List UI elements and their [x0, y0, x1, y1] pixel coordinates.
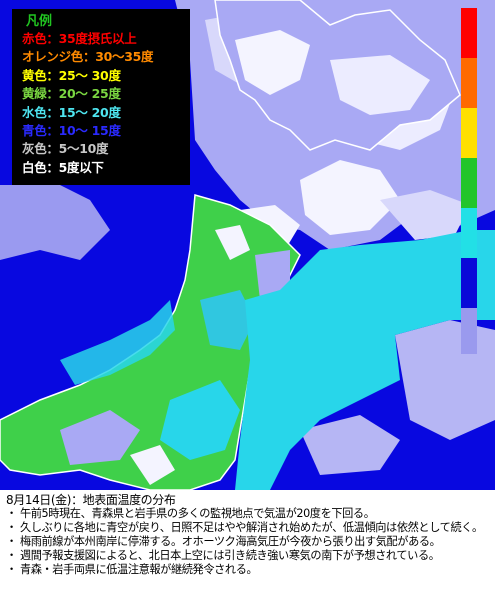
pacific-warm-water: [235, 230, 495, 490]
caption-title: 8月14日(金)：地表面温度の分布: [6, 493, 176, 507]
caption-line: ・ 週間予報支援図によると、北日本上空には引き続き強い寒気の南下が予想されている…: [6, 549, 440, 562]
legend-title: 凡例: [26, 14, 53, 29]
scale-segment-yellow: [461, 108, 477, 158]
sea-of-japan-warm-water: [60, 300, 175, 385]
scale-segment-lavender: [461, 308, 477, 354]
legend-item-red: 赤色：35度摂氏以上: [22, 31, 137, 46]
satellite-temperature-map: [0, 0, 495, 490]
legend-item-blue: 青色：10～ 15度: [22, 123, 121, 138]
scale-segment-green: [461, 158, 477, 208]
legend-item-orange: オレンジ色：30～35度: [22, 49, 154, 64]
legend-item-gray: 灰色：5～10度: [22, 141, 109, 156]
scale-segment-orange: [461, 58, 477, 108]
scale-segment-blue: [461, 258, 477, 308]
scale-segment-cyan: [461, 208, 477, 258]
caption-line: ・ 午前5時現在、青森県と岩手県の多くの監視地点で気温が20度を下回る。: [6, 507, 375, 520]
caption: 8月14日(金)：地表面温度の分布 ・ 午前5時現在、青森県と岩手県の多くの監視…: [6, 493, 492, 577]
legend-item-yellow-green: 黄緑：20～ 25度: [22, 86, 121, 101]
color-scale-bar: [461, 8, 477, 354]
caption-line: ・ 久しぶりに各地に青空が戻り、日照不足はやや解消され始めたが、低温傾向は依然と…: [6, 521, 483, 534]
scale-segment-red: [461, 8, 477, 58]
hokkaido: [214, 0, 461, 151]
caption-line: ・ 青森・岩手両県に低温注意報が継続発令される。: [6, 563, 258, 576]
legend-item-cyan: 水色：15～ 20度: [22, 105, 121, 120]
legend: 凡例 赤色：35度摂氏以上 オレンジ色：30～35度 黄色：25～ 30度 黄緑…: [12, 9, 190, 185]
legend-item-white: 白色：5度以下: [22, 160, 104, 175]
caption-line: ・ 梅雨前線が本州南岸に停滞する。オホーツク海高気圧が今夜から張り出す気配がある…: [6, 535, 441, 548]
legend-item-yellow: 黄色：25～ 30度: [22, 68, 121, 83]
